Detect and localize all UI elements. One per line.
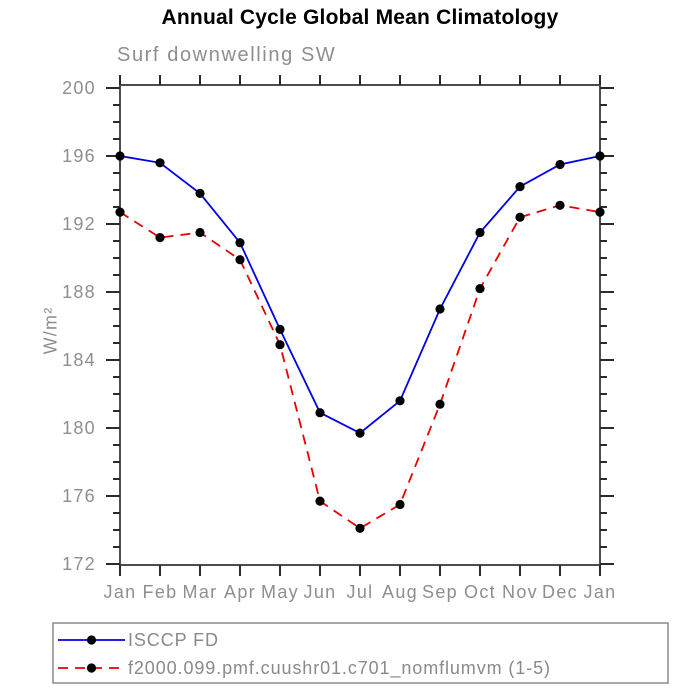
x-tick-label: Aug bbox=[382, 582, 418, 602]
data-point-marker bbox=[555, 200, 565, 210]
chart-title: Annual Cycle Global Mean Climatology bbox=[161, 6, 559, 29]
data-point-marker bbox=[555, 159, 565, 170]
data-point-marker bbox=[115, 207, 125, 217]
data-point-marker bbox=[395, 396, 405, 406]
data-point-marker bbox=[115, 151, 125, 161]
legend-marker bbox=[86, 663, 97, 673]
data-point-marker bbox=[275, 324, 285, 334]
data-point-marker bbox=[155, 158, 165, 168]
x-tick-label: Nov bbox=[502, 582, 538, 602]
legend-entry-label: ISCCP FD bbox=[128, 630, 219, 650]
data-point-marker bbox=[155, 233, 165, 243]
x-tick-label: Jan bbox=[104, 582, 137, 602]
legend-marker bbox=[86, 635, 97, 645]
data-point-marker bbox=[235, 238, 245, 248]
x-tick-label: Mar bbox=[183, 582, 218, 602]
x-tick-label: Feb bbox=[143, 582, 178, 602]
legend-box bbox=[52, 622, 669, 684]
chart-subtitle: Surf downwelling SW bbox=[117, 44, 337, 66]
data-point-marker bbox=[435, 399, 445, 409]
series-line-model bbox=[119, 204, 601, 530]
data-point-marker bbox=[595, 207, 605, 217]
y-tick-label: 196 bbox=[62, 146, 96, 166]
x-tick-label: Jul bbox=[347, 582, 374, 602]
data-point-marker bbox=[355, 523, 365, 533]
data-point-marker bbox=[315, 408, 325, 418]
x-tick-label: Jun bbox=[304, 582, 337, 602]
y-tick-label: 180 bbox=[62, 418, 96, 438]
data-point-marker bbox=[435, 304, 445, 314]
data-point-marker bbox=[195, 227, 205, 238]
data-point-marker bbox=[515, 212, 525, 222]
series-line-isccp-fd bbox=[119, 155, 601, 435]
x-tick-label: Oct bbox=[464, 582, 496, 602]
data-point-marker bbox=[395, 499, 405, 510]
data-point-marker bbox=[235, 255, 245, 265]
y-tick-label: 172 bbox=[62, 554, 96, 574]
x-tick-label: Apr bbox=[224, 582, 256, 602]
y-tick-label: 200 bbox=[62, 78, 96, 98]
x-tick-label: Dec bbox=[542, 582, 578, 602]
y-tick-label: 176 bbox=[62, 486, 96, 506]
plot-frame bbox=[119, 84, 601, 566]
data-point-marker bbox=[275, 340, 285, 350]
x-tick-label: Sep bbox=[422, 582, 458, 602]
x-tick-label: May bbox=[261, 582, 299, 602]
y-tick-label: 188 bbox=[62, 282, 96, 302]
data-point-marker bbox=[515, 182, 525, 192]
y-tick-label: 184 bbox=[62, 350, 96, 370]
data-point-marker bbox=[475, 227, 485, 238]
legend-entry-label: f2000.099.pmf.cuushr01.c701_nomflumvm (1… bbox=[128, 658, 551, 679]
data-point-marker bbox=[595, 151, 605, 161]
data-point-marker bbox=[475, 284, 485, 294]
data-point-marker bbox=[195, 188, 205, 198]
y-tick-label: 192 bbox=[62, 214, 96, 234]
data-point-marker bbox=[355, 428, 365, 438]
data-point-marker bbox=[315, 496, 325, 506]
x-tick-label: Jan bbox=[584, 582, 617, 602]
